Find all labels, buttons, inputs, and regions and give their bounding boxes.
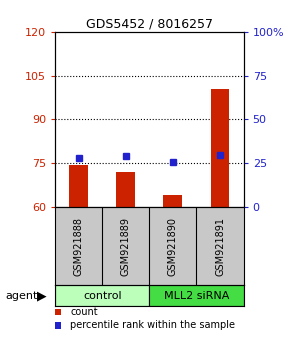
- Text: percentile rank within the sample: percentile rank within the sample: [70, 320, 235, 330]
- Text: control: control: [83, 291, 122, 301]
- Text: GSM921888: GSM921888: [74, 217, 84, 275]
- Bar: [69, 165, 88, 207]
- Bar: [116, 172, 135, 207]
- Bar: [149, 285, 244, 306]
- Bar: [164, 195, 182, 207]
- Text: GSM921889: GSM921889: [121, 217, 131, 275]
- Text: count: count: [70, 307, 98, 317]
- Title: GDS5452 / 8016257: GDS5452 / 8016257: [86, 18, 213, 31]
- Text: GSM921890: GSM921890: [168, 217, 178, 275]
- Text: GSM921891: GSM921891: [215, 217, 225, 275]
- Text: agent: agent: [6, 291, 38, 301]
- Bar: [55, 285, 149, 306]
- Text: ▶: ▶: [37, 289, 47, 302]
- Bar: [211, 89, 229, 207]
- Text: MLL2 siRNA: MLL2 siRNA: [164, 291, 229, 301]
